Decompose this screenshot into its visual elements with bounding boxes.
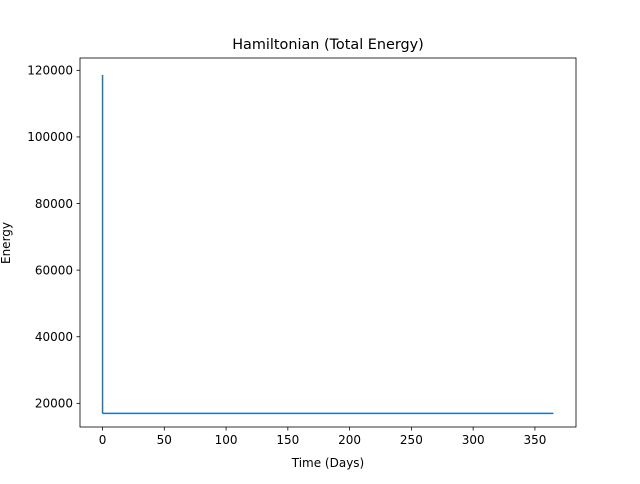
x-tick-label: 300 [462, 433, 485, 447]
plot-frame [79, 57, 577, 428]
x-tick-label: 0 [99, 433, 107, 447]
chart-title: Hamiltonian (Total Energy) [232, 37, 424, 53]
series-line-0 [101, 74, 554, 415]
x-tick-label: 150 [276, 433, 299, 447]
y-tick-label: 80000 [35, 197, 73, 211]
y-tick-label: 60000 [35, 263, 73, 277]
plot-area [80, 58, 576, 427]
series-layer [101, 74, 554, 415]
x-tick-label: 350 [523, 433, 546, 447]
x-tick-label: 250 [400, 433, 423, 447]
y-tick-label: 20000 [35, 397, 73, 411]
y-axis-ticks: 20000 40000 60000 80000 100000 120000 [27, 64, 80, 411]
x-axis-ticks: 0 50 100 150 200 250 300 350 [99, 427, 546, 447]
x-tick-label: 200 [338, 433, 361, 447]
y-axis-label: Energy [0, 222, 13, 264]
x-axis-label: Time (Days) [291, 456, 365, 470]
y-tick-label: 120000 [27, 64, 73, 78]
y-tick-label: 40000 [35, 330, 73, 344]
x-tick-label: 100 [215, 433, 238, 447]
y-tick-label: 100000 [27, 130, 73, 144]
x-tick-label: 50 [157, 433, 172, 447]
